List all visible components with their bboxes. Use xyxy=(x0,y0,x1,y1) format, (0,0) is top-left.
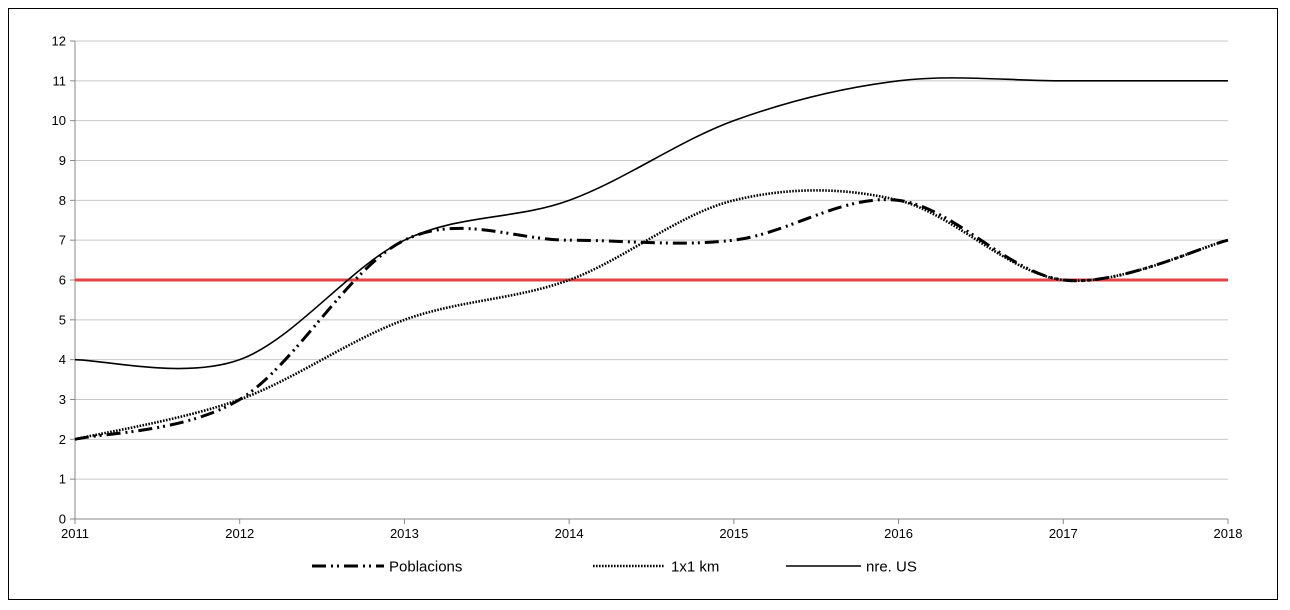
y-tick-label-8: 8 xyxy=(59,193,66,208)
y-tick-label-0: 0 xyxy=(59,512,66,527)
series-line-1x1-km xyxy=(74,189,1229,441)
x-tick-label-2012: 2012 xyxy=(225,526,254,541)
legend: Poblacions 1x1 km nre. US xyxy=(312,559,917,576)
y-tick-label-3: 3 xyxy=(59,392,66,407)
series-lines xyxy=(74,77,1229,441)
y-tick-label-5: 5 xyxy=(59,312,66,327)
chart-frame: 0 1 2 3 4 5 6 7 8 9 10 11 12 2011 2012 2013 2014 2015 201… xyxy=(8,8,1278,600)
gridlines xyxy=(75,40,1228,480)
x-tick-label-2018: 2018 xyxy=(1214,526,1243,541)
y-tick-label-10: 10 xyxy=(52,113,66,128)
x-tick-label-2016: 2016 xyxy=(884,526,913,541)
y-tick-label-1: 1 xyxy=(59,472,66,487)
legend-label-1x1-km: 1x1 km xyxy=(671,559,719,576)
y-tick-label-7: 7 xyxy=(59,233,66,248)
y-tick-label-2: 2 xyxy=(59,432,66,447)
x-tick-label-2014: 2014 xyxy=(555,526,584,541)
legend-label-poblacions: Poblacions xyxy=(389,559,462,576)
x-tick-label-2015: 2015 xyxy=(719,526,748,541)
x-tick-label-2013: 2013 xyxy=(390,526,419,541)
y-tick-label-9: 9 xyxy=(59,153,66,168)
x-tick-label-2017: 2017 xyxy=(1049,526,1078,541)
series-line-nre-us xyxy=(74,77,1228,370)
y-tick-label-12: 12 xyxy=(52,34,66,49)
x-axis-ticks: 2011 2012 2013 2014 2015 2016 2017 2018 xyxy=(61,519,1242,541)
legend-label-nre-us: nre. US xyxy=(866,559,917,576)
y-tick-label-6: 6 xyxy=(59,273,66,288)
x-tick-label-2011: 2011 xyxy=(61,526,89,541)
y-tick-label-11: 11 xyxy=(53,73,67,88)
y-tick-label-4: 4 xyxy=(59,352,66,367)
